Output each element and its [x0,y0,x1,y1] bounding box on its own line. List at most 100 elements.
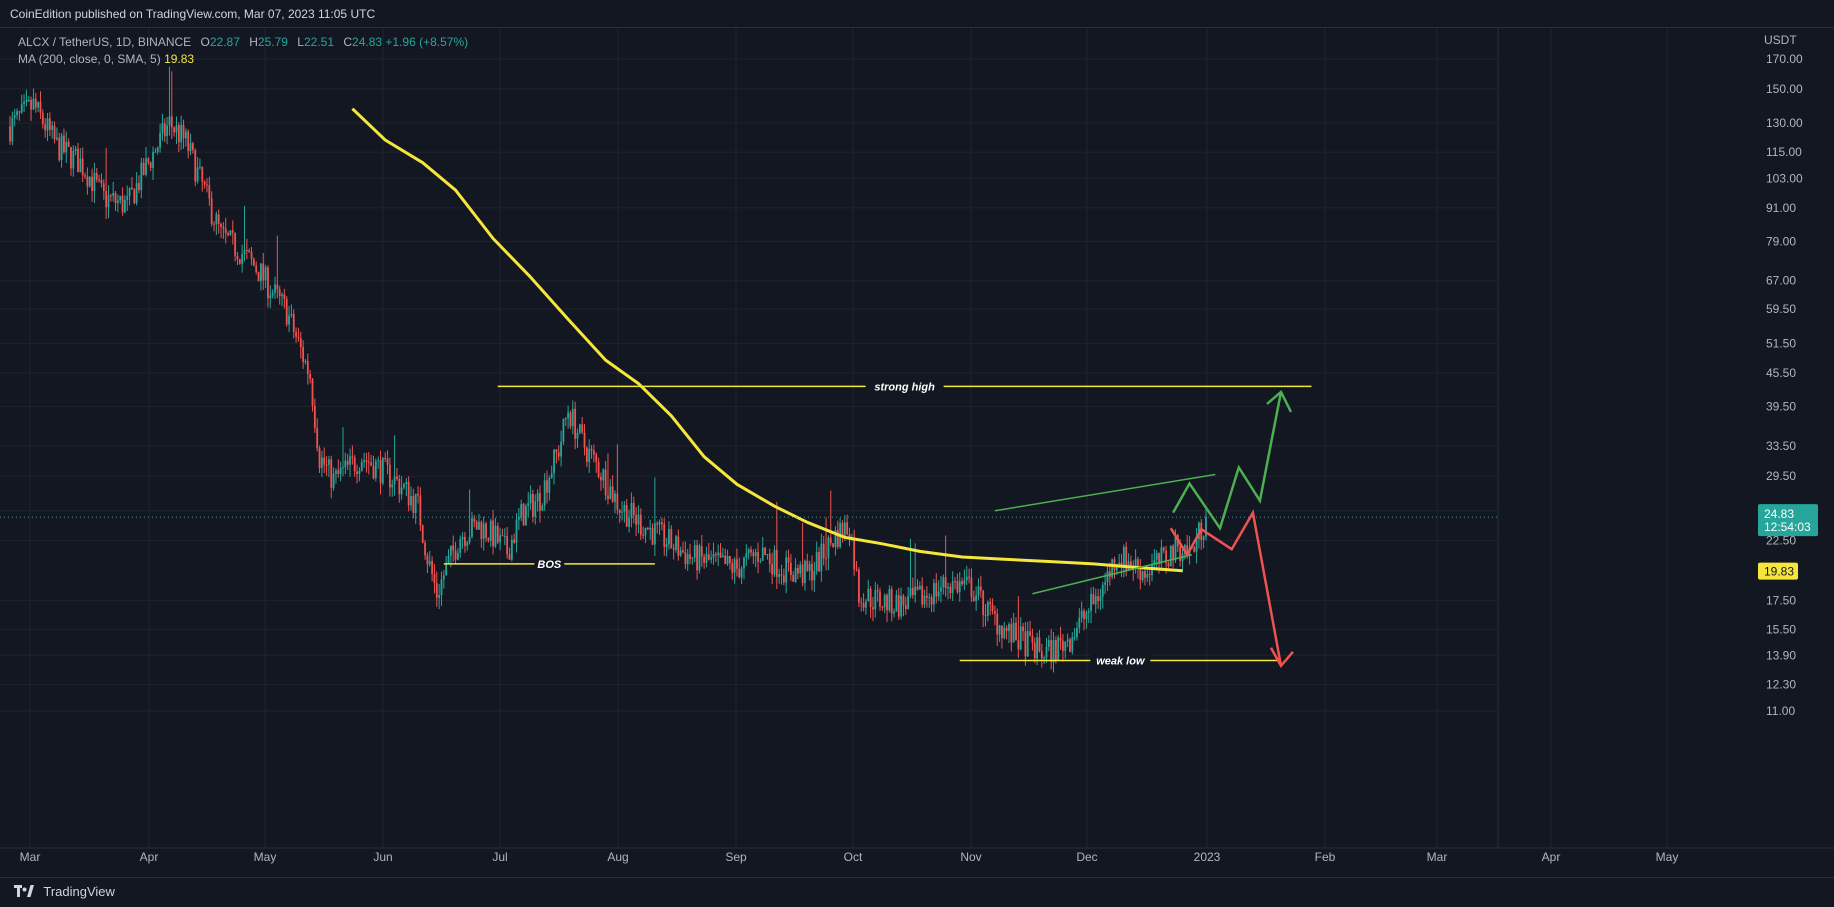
candle-body [276,284,279,290]
candle-body [754,552,757,557]
candle-body [951,581,954,594]
candle-body [911,587,914,596]
candle-body [365,460,368,462]
candle-body [161,123,164,133]
low-value: 22.51 [303,35,335,49]
price-tick-label: 45.50 [1766,366,1796,380]
candle-body [1106,571,1109,583]
candle-body [250,252,253,259]
candle-body [384,457,387,459]
candle-body [447,555,450,564]
price-tick-label: 67.00 [1766,274,1796,288]
candle-body [466,542,469,546]
ma-label[interactable]: MA (200, close, 0, SMA, 5) [18,52,161,66]
candle-body [705,554,708,563]
candle-body [836,529,839,547]
candle-body [562,418,565,442]
candle-body [360,461,363,471]
candle-body [70,146,72,169]
candle-body [1099,596,1102,601]
ma-row: MA (200, close, 0, SMA, 5) 19.83 [18,51,468,68]
candle-body [379,460,382,484]
footer-brand: TradingView [43,884,115,899]
candle-body [1169,545,1172,567]
time-tick-label: Aug [607,850,628,864]
published-text: CoinEdition published on TradingView.com… [10,7,376,21]
candle-body [733,559,736,573]
candle-body [829,537,832,544]
channel-lower-line[interactable] [1032,554,1193,595]
candle-body [961,581,963,585]
bullish-projection-path[interactable] [1172,391,1283,532]
candle-body [869,588,872,608]
price-tick-label: 59.50 [1766,302,1796,316]
candle-body [789,562,792,576]
candle-body [569,412,572,427]
candle-body [124,199,126,213]
annotations[interactable]: strong high BOS weak low [443,379,1312,668]
time-axis[interactable]: Mar Apr May Jun Jul Aug Sep Oct Nov Dec 2023 Feb Mar… [0,847,1834,864]
candle-body [902,595,905,606]
candle-body [121,195,124,213]
candle-body [51,125,54,130]
candle-body [295,331,297,337]
candle-body [827,537,830,559]
price-tick-label: 39.50 [1766,400,1796,414]
candle-body [1022,626,1024,632]
symbol-name[interactable]: ALCX / TetherUS, 1D, BINANCE [18,35,192,49]
candle-body [679,550,682,556]
candle-body [1026,631,1029,657]
time-tick-label: Sep [725,850,747,864]
price-chart[interactable]: USDT 170.00 150.00 130.00 115.00 103.00 91.00 7… [0,28,1834,877]
candle-body [956,581,959,593]
candle-body [456,552,459,560]
candle-body [417,493,419,496]
candle-body [403,483,405,488]
candle-body [593,450,595,455]
candle-body [440,579,443,596]
candle-body [886,595,888,611]
candle-body [346,460,349,465]
candle-body [998,625,1001,635]
price-tick-label: 33.50 [1766,439,1796,453]
candle-body [560,441,562,457]
channel-upper-line[interactable] [994,473,1216,512]
time-tick-label: Nov [960,850,981,864]
candle-body [1094,596,1097,605]
candle-body [499,535,502,543]
candle-body [872,607,874,610]
candle-body [196,167,199,182]
candle-body [1137,559,1139,570]
candle-body [527,503,530,506]
candle-body [407,481,410,506]
candle-body [761,547,764,561]
candle-body [668,528,670,545]
bullish-arrow-head [1266,389,1293,413]
candle-body [86,176,89,187]
candle-body [578,424,581,433]
candle-body [1092,593,1095,605]
candle-body [649,527,652,530]
candle-body [724,555,727,565]
candle-body [539,493,541,511]
time-tick-label: Apr [140,850,159,864]
candle-body [874,590,877,610]
candle-body [98,179,101,181]
candle-body [79,158,82,173]
candle-body [431,561,433,575]
bearish-projection-path[interactable] [1169,509,1283,667]
candle-body [616,493,619,510]
candle-body [585,447,588,462]
candle-body [152,152,154,168]
candle-body [630,502,633,519]
candle-body [1064,641,1067,652]
candle-body [332,473,335,488]
candle-body [975,595,978,601]
candle-body [102,183,105,191]
candle-body [274,284,276,293]
candle-body [675,536,677,550]
candle-body [252,258,255,266]
candle-body [768,554,771,564]
candle-body [719,552,722,558]
price-axis[interactable]: USDT 170.00 150.00 130.00 115.00 103.00 91.00 7… [1497,28,1803,848]
